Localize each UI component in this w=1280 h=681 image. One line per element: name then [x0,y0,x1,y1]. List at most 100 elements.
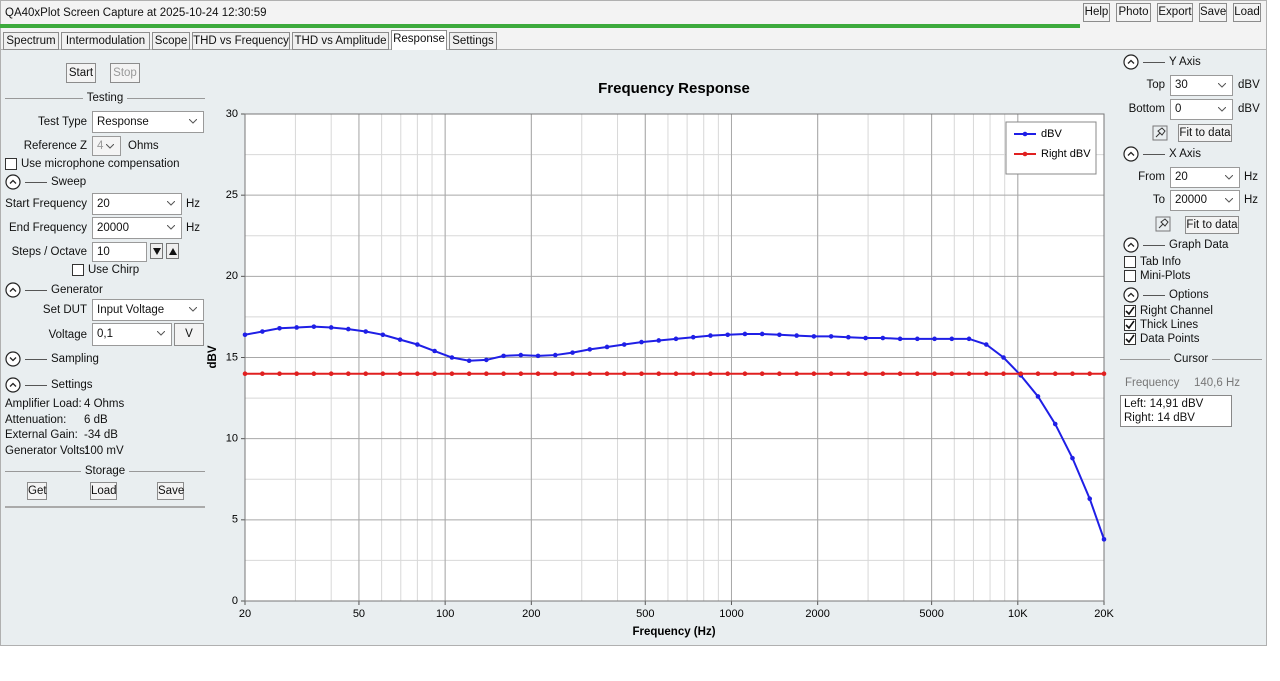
chevron [167,225,175,230]
section-title: X Axis [1169,148,1201,160]
section-title: Generator [51,284,103,296]
tab[interactable]: THD vs Amplitude [292,32,389,50]
field-label: Set DUT [42,304,87,316]
button[interactable]: Get [27,482,47,500]
button[interactable]: Save [157,482,184,500]
field-value: 140,6 Hz [1194,377,1241,389]
separator [129,470,205,472]
chevron [1225,198,1233,203]
button[interactable]: Photo [1116,3,1151,22]
pin-glyph [1152,125,1168,141]
step-glyph [169,248,177,255]
separator [1143,245,1165,246]
button[interactable]: Help [1083,3,1110,22]
field-label: Voltage [48,329,87,341]
expander-icon[interactable] [5,377,21,393]
dropdown[interactable]: Input Voltage [92,299,204,321]
checkbox[interactable] [1124,256,1136,268]
dropdown-value: 20000 [97,222,129,234]
info-value: 4 Ohms [84,398,125,410]
dropdown[interactable]: 4 [92,136,121,156]
chevron [167,201,175,206]
button[interactable]: Load [90,482,117,500]
checkbox[interactable] [1124,319,1136,331]
checkbox[interactable] [1124,305,1136,317]
unit: Hz [186,222,201,234]
check-mark [1125,306,1135,316]
tab[interactable]: Spectrum [3,32,59,50]
field-label: Top [1146,79,1165,91]
dropdown[interactable]: 20000 [92,217,182,239]
expander-glyph [5,351,21,367]
dropdown[interactable]: Response [92,111,204,133]
check-mark [1125,334,1135,344]
dropdown[interactable]: 0,1 [92,323,172,346]
separator [1143,295,1165,296]
dropdown[interactable]: 30 [1170,75,1233,96]
checkbox[interactable] [1124,270,1136,282]
button[interactable]: Stop [110,63,140,83]
expander-glyph [5,377,21,393]
pin-glyph [1155,216,1171,232]
pin-button[interactable] [1152,125,1168,141]
tab[interactable]: THD vs Frequency [192,32,290,50]
step-button[interactable] [166,243,179,259]
field-label: End Frequency [9,222,87,234]
checkbox[interactable] [1124,333,1136,345]
checkbox-label: Use microphone compensation [21,158,180,170]
button[interactable]: Start [66,63,96,83]
expander-glyph [5,174,21,190]
dropdown[interactable]: 10 [92,242,147,262]
separator [25,359,47,360]
dropdown[interactable]: 20000 [1170,190,1240,211]
button[interactable]: Save [1199,3,1227,22]
expander-icon[interactable] [1123,146,1139,162]
expander-icon[interactable] [1123,54,1139,70]
expander-glyph [1123,146,1139,162]
dropdown[interactable]: 20 [92,193,182,215]
button[interactable]: V [174,323,204,346]
group-title: Cursor [1173,353,1209,365]
info-label: Attenuation: [5,413,67,426]
chevron [157,331,165,336]
field-label: Reference Z [23,140,87,152]
button[interactable]: Load [1233,3,1261,22]
tab[interactable]: Response [391,30,447,50]
field-label: Bottom [1128,103,1165,115]
window-title: QA40xPlot Screen Capture at 2025-10-24 1… [5,7,267,19]
expander-icon[interactable] [5,282,21,298]
checkbox-label: Data Points [1140,333,1200,345]
button[interactable]: Export [1157,3,1193,22]
content-area [1,50,1266,645]
section-title: Graph Data [1169,239,1229,251]
separator [1143,154,1165,155]
button[interactable]: Fit to data [1185,216,1239,234]
tab-strip-line [0,49,1267,50]
step-button[interactable] [150,243,163,259]
dropdown-value: Input Voltage [97,304,165,316]
info-label: Amplifier Load: [5,398,82,410]
checkbox[interactable] [72,264,84,276]
section-title: Options [1169,289,1209,301]
expander-icon[interactable] [5,351,21,367]
dropdown-value: Response [97,116,149,128]
expander-icon[interactable] [1123,287,1139,303]
dropdown-value: 10 [97,246,110,258]
chevron [1218,107,1226,112]
expander-icon[interactable] [1123,237,1139,253]
unit: Hz [186,198,201,210]
pin-button[interactable] [1155,216,1171,232]
check-mark [1125,320,1135,330]
tab[interactable]: Scope [152,32,190,50]
dropdown[interactable]: 20 [1170,167,1240,188]
dropdown[interactable]: 0 [1170,99,1233,120]
tab[interactable]: Intermodulation [61,32,150,50]
button[interactable]: Fit to data [1178,124,1232,142]
progress-bar [0,24,1080,28]
tab[interactable]: Settings [449,32,497,50]
checkbox[interactable] [5,158,17,170]
expander-icon[interactable] [5,174,21,190]
field-label: Start Frequency [5,198,87,210]
separator [1120,358,1170,360]
